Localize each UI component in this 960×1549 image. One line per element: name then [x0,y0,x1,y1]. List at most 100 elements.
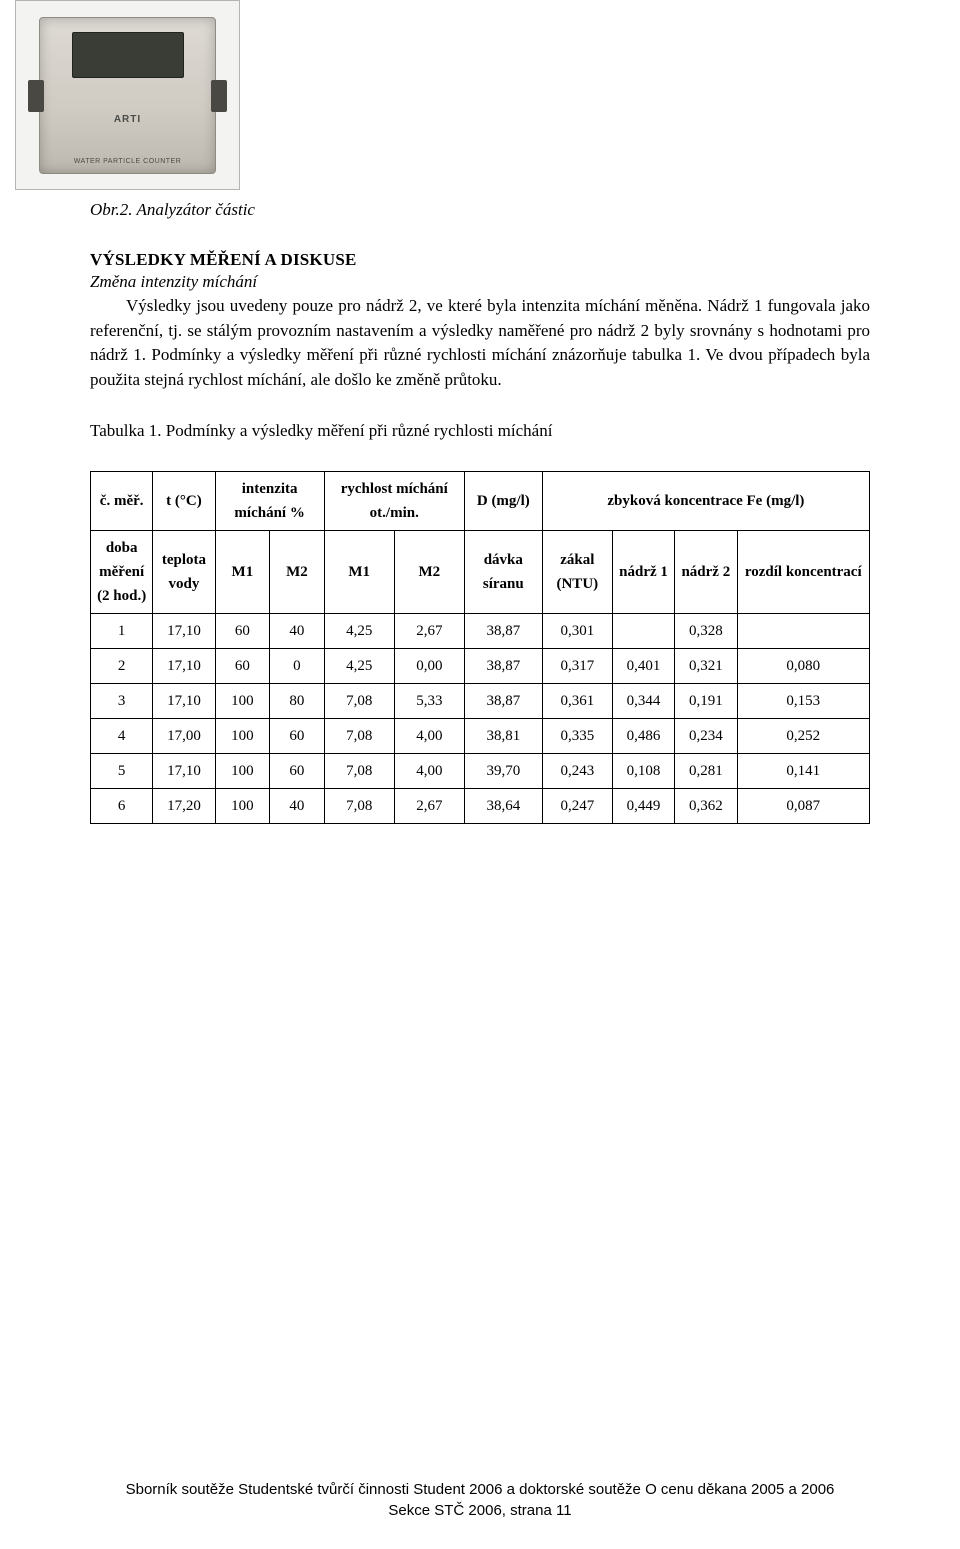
device-housing: ARTI WATER PARTICLE COUNTER [39,17,216,174]
footer-line-2: Sekce STČ 2006, strana 11 [0,1500,960,1521]
cell [612,613,674,648]
th-residual: zbyková koncentrace Fe (mg/l) [542,471,869,530]
th-m2-int: M2 [270,530,325,613]
table-row: 5 17,10 100 60 7,08 4,00 39,70 0,243 0,1… [91,753,870,788]
body-paragraph: Výsledky jsou uvedeny pouze pro nádrž 2,… [90,294,870,393]
device-label-main: ARTI [40,114,215,125]
th-diff: rozdíl koncentrací [737,530,870,613]
cell: 0,361 [542,683,612,718]
cell: 0,486 [612,718,674,753]
cell: 80 [270,683,325,718]
cell: 2 [91,648,153,683]
th-tank2: nádrž 2 [675,530,737,613]
cell: 100 [215,788,270,823]
cell: 40 [270,788,325,823]
cell: 0,153 [737,683,870,718]
cell: 60 [215,648,270,683]
table-row: 4 17,00 100 60 7,08 4,00 38,81 0,335 0,4… [91,718,870,753]
cell: 1 [91,613,153,648]
cell: 0,281 [675,753,737,788]
cell: 4 [91,718,153,753]
cell: 0,191 [675,683,737,718]
cell: 2,67 [394,613,464,648]
cell: 0,317 [542,648,612,683]
cell: 0,00 [394,648,464,683]
cell: 0,080 [737,648,870,683]
th-temp: t (°C) [153,471,215,530]
table-header-row-1: č. měř. t (°C) intenzita míchání % rychl… [91,471,870,530]
cell: 38,81 [464,718,542,753]
cell: 0,401 [612,648,674,683]
cell: 60 [215,613,270,648]
cell: 40 [270,613,325,648]
cell: 38,64 [464,788,542,823]
cell: 0,362 [675,788,737,823]
device-latch-right [211,80,227,112]
cell: 0,108 [612,753,674,788]
page-footer: Sborník soutěže Studentské tvůrčí činnos… [0,1479,960,1521]
th-m2-spd: M2 [394,530,464,613]
cell: 4,25 [324,613,394,648]
cell: 17,10 [153,753,215,788]
figure-caption: Obr.2. Analyzátor částic [90,200,870,220]
table-body: 1 17,10 60 40 4,25 2,67 38,87 0,301 0,32… [91,613,870,823]
cell: 17,10 [153,683,215,718]
th-intensity: intenzita míchání % [215,471,324,530]
table-row: 6 17,20 100 40 7,08 2,67 38,64 0,247 0,4… [91,788,870,823]
section-heading: VÝSLEDKY MĚŘENÍ A DISKUSE [90,250,870,270]
cell: 3 [91,683,153,718]
subheading: Změna intenzity míchání [90,272,870,292]
cell: 0,252 [737,718,870,753]
cell: 60 [270,753,325,788]
table-row: 1 17,10 60 40 4,25 2,67 38,87 0,301 0,32… [91,613,870,648]
figure-device-photo: ARTI WATER PARTICLE COUNTER [15,0,240,190]
th-m1-spd: M1 [324,530,394,613]
th-ntu: zákal (NTU) [542,530,612,613]
cell: 0 [270,648,325,683]
cell: 39,70 [464,753,542,788]
cell: 0,247 [542,788,612,823]
cell: 38,87 [464,648,542,683]
cell: 4,00 [394,718,464,753]
table-row: 3 17,10 100 80 7,08 5,33 38,87 0,361 0,3… [91,683,870,718]
cell: 5 [91,753,153,788]
cell: 0,335 [542,718,612,753]
table-row: 2 17,10 60 0 4,25 0,00 38,87 0,317 0,401… [91,648,870,683]
page: ARTI WATER PARTICLE COUNTER Obr.2. Analy… [0,0,960,1549]
cell: 0,321 [675,648,737,683]
th-water-temp: teplota vody [153,530,215,613]
cell: 100 [215,718,270,753]
th-tank1: nádrž 1 [612,530,674,613]
cell: 7,08 [324,683,394,718]
cell: 0,344 [612,683,674,718]
cell: 5,33 [394,683,464,718]
device-screen [72,32,184,78]
cell: 6 [91,788,153,823]
th-m1-int: M1 [215,530,270,613]
cell: 7,08 [324,718,394,753]
cell: 4,00 [394,753,464,788]
cell: 100 [215,753,270,788]
cell: 17,00 [153,718,215,753]
th-cmer: č. měř. [91,471,153,530]
cell: 0,328 [675,613,737,648]
cell: 38,87 [464,683,542,718]
cell: 0,449 [612,788,674,823]
cell: 100 [215,683,270,718]
cell: 2,67 [394,788,464,823]
footer-line-1: Sborník soutěže Studentské tvůrčí činnos… [0,1479,960,1500]
cell: 17,10 [153,613,215,648]
cell: 38,87 [464,613,542,648]
device-label-sub: WATER PARTICLE COUNTER [40,158,215,165]
cell: 0,141 [737,753,870,788]
cell: 4,25 [324,648,394,683]
th-sulfate: dávka síranu [464,530,542,613]
table-header-row-2: doba měření (2 hod.) teplota vody M1 M2 … [91,530,870,613]
cell: 0,243 [542,753,612,788]
cell: 0,301 [542,613,612,648]
cell: 0,234 [675,718,737,753]
cell: 17,10 [153,648,215,683]
results-table: č. měř. t (°C) intenzita míchání % rychl… [90,471,870,824]
th-speed: rychlost míchání ot./min. [324,471,464,530]
device-latch-left [28,80,44,112]
